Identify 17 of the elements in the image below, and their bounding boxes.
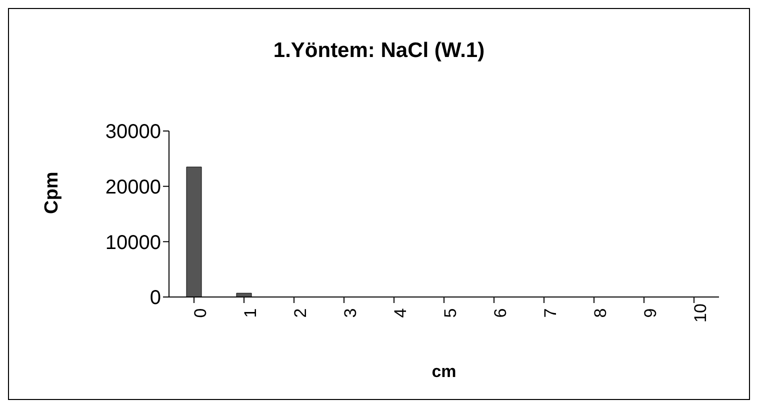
chart-title: 1.Yöntem: NaCl (W.1)	[272, 39, 486, 63]
x-tick-label: 6	[491, 308, 510, 318]
x-tick-label: 4	[391, 308, 410, 318]
x-tick-label: 9	[641, 308, 660, 318]
x-tick-label: 2	[291, 308, 310, 318]
x-tick-label: 8	[591, 308, 610, 318]
x-tick-label: 10	[691, 304, 710, 322]
x-tick-label: 5	[441, 308, 460, 318]
x-tick-label: 1	[241, 308, 260, 318]
x-tick-label: 3	[341, 308, 360, 318]
y-tick-label: 10000	[105, 232, 161, 254]
x-tick-label: 7	[541, 308, 560, 318]
x-tick-label: 0	[191, 308, 210, 318]
y-tick-label: 30000	[105, 121, 161, 144]
y-axis-title: Cpm	[42, 172, 63, 214]
y-tick-label: 20000	[105, 176, 161, 198]
x-axis-title: cm	[432, 362, 456, 381]
